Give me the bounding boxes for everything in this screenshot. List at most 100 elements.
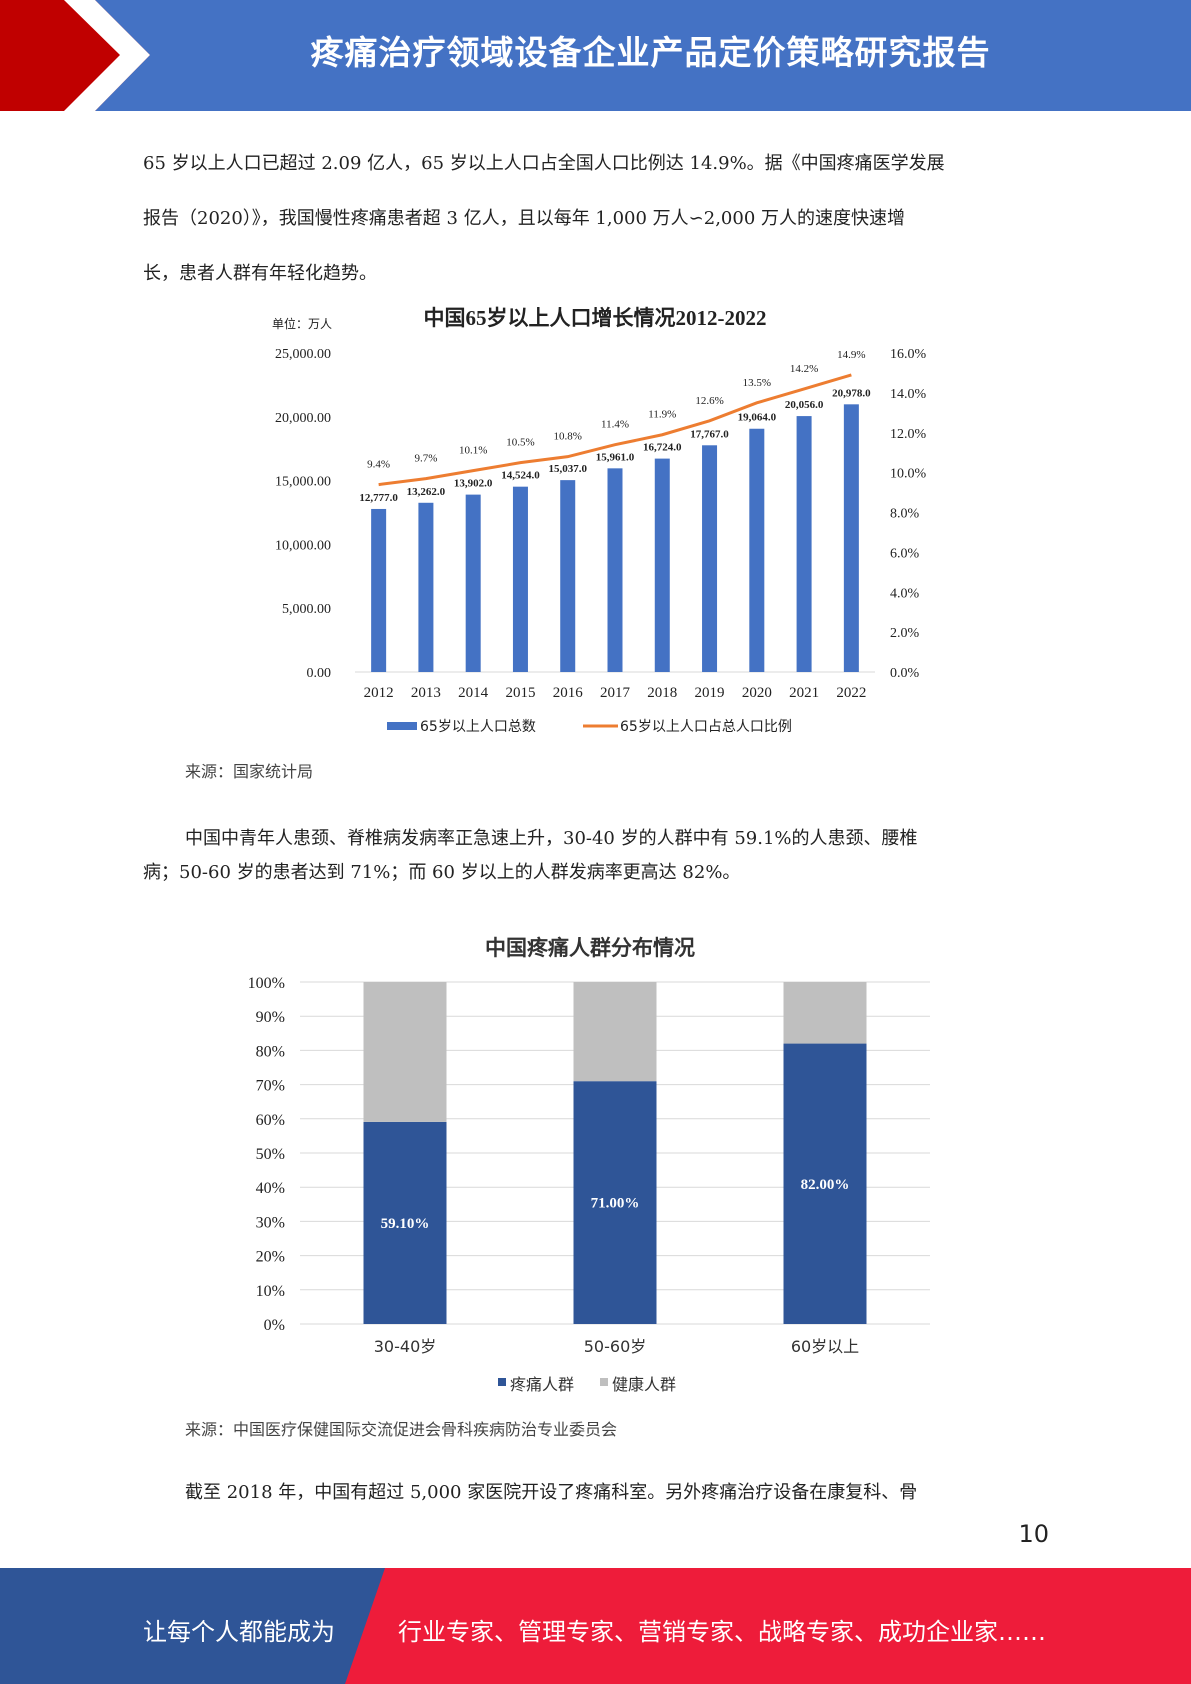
chart2-y-tick-label: 0%	[264, 1317, 285, 1334]
chart2-bar-label: 71.00%	[591, 1196, 640, 1212]
chart2-bar-healthy	[363, 982, 447, 1122]
chart2-x-tick-label: 50-60岁	[584, 1337, 647, 1356]
chart2-x-tick-label: 60岁以上	[791, 1337, 859, 1356]
chart1-bar	[418, 502, 434, 672]
chart1-y-tick-label: 10,000.00	[275, 538, 331, 553]
footer-slogan-right: 行业专家、管理专家、营销专家、战略专家、成功企业家……	[398, 1618, 1046, 1646]
chart1-x-tick-label: 2015	[505, 685, 535, 701]
chart1-bar-label: 20,056.0	[785, 399, 824, 411]
chart2-y-tick-label: 50%	[256, 1146, 285, 1163]
pain-distribution-chart: 中国疼痛人群分布情况 0% 10% 20% 30% 40% 50% 60% 70% 80% 90% 1…	[248, 936, 930, 1394]
chart2-y-tick-label: 60%	[256, 1112, 285, 1129]
chart1-y2-tick-label: 6.0%	[890, 546, 920, 561]
population-growth-chart: 中国65岁以上人口增长情况2012-2022 单位：万人 0.00 5,000.00 1…	[272, 306, 927, 735]
chart1-line-label: 14.9%	[837, 349, 865, 361]
chart1-x-tick-label: 2019	[695, 685, 725, 701]
chart1-y-tick-label: 15,000.00	[275, 475, 331, 490]
chart1-bar	[702, 445, 718, 672]
chart1-bar-label: 20,978.0	[832, 387, 871, 399]
paragraph-line: 65 岁以上人口已超过 2.09 亿人，65 岁以上人口占全国人口比例达 14.…	[143, 153, 945, 174]
chart1-line-label: 11.4%	[601, 419, 629, 431]
chart2-bar-pain	[783, 1043, 867, 1324]
chart2-x-tick-label: 30-40岁	[374, 1337, 437, 1356]
chart1-line-label: 9.4%	[367, 459, 390, 471]
chart2-legend-healthy-swatch	[600, 1378, 608, 1386]
chart1-y2-tick-label: 10.0%	[890, 467, 927, 482]
chart1-y2-tick-label: 16.0%	[890, 347, 927, 362]
chart1-line-label: 14.2%	[790, 363, 818, 375]
chart1-bar	[796, 416, 812, 672]
chart2-bar-pain	[573, 1081, 657, 1324]
chart1-x-tick-label: 2022	[836, 685, 866, 701]
chart1-title: 中国65岁以上人口增长情况2012-2022	[424, 306, 767, 330]
chart1-ratio-line	[378, 373, 852, 487]
chart1-bar-label: 16,724.0	[643, 442, 682, 454]
chart1-x-tick-label: 2016	[553, 685, 584, 701]
chart1-unit-label: 单位：万人	[272, 316, 332, 331]
paragraph-line: 病；50-60 岁的患者达到 71%；而 60 岁以上的人群发病率更高达 82%…	[143, 862, 741, 883]
chart1-line-label: 10.8%	[554, 431, 582, 443]
chart1-y2-tick-label: 8.0%	[890, 507, 920, 522]
chart1-x-tick-label: 2021	[789, 685, 819, 701]
chart1-bar-label: 13,262.0	[407, 486, 446, 498]
paragraph-hospitals: 截至 2018 年，中国有超过 5,000 家医院开设了疼痛科室。另外疼痛治疗设…	[185, 1482, 918, 1503]
chart2-legend-pain-label: 疼痛人群	[510, 1375, 574, 1394]
chart2-y-tick-label: 100%	[248, 975, 285, 992]
chart1-source: 来源：国家统计局	[185, 762, 314, 781]
paragraph-line: 中国中青年人患颈、脊椎病发病率正急速上升，30-40 岁的人群中有 59.1%的…	[185, 828, 918, 849]
chart2-y-tick-label: 20%	[256, 1249, 285, 1266]
chart2-y-tick-label: 10%	[256, 1283, 285, 1300]
paragraph-population: 65 岁以上人口已超过 2.09 亿人，65 岁以上人口占全国人口比例达 14.…	[143, 136, 1043, 301]
chart1-bar	[843, 404, 859, 672]
chart2-title: 中国疼痛人群分布情况	[485, 936, 695, 960]
paragraph-spine-disease: 中国中青年人患颈、脊椎病发病率正急速上升，30-40 岁的人群中有 59.1%的…	[143, 822, 1043, 890]
chart1-bar	[465, 494, 481, 672]
chart1-line-label: 10.5%	[506, 437, 534, 449]
chart1-x-tick-label: 2014	[458, 685, 489, 701]
chart2-y-tick-label: 70%	[256, 1078, 285, 1095]
chart1-bar	[371, 508, 387, 672]
paragraph-line: 报告（2020）》，我国慢性疼痛患者超 3 亿人，且以每年 1,000 万人∽2…	[143, 208, 906, 229]
chart1-bar-label: 12,777.0	[359, 492, 398, 504]
chart1-y-tick-label: 25,000.00	[275, 347, 331, 362]
chart1-y2-tick-label: 4.0%	[890, 586, 920, 601]
page-header: 疼痛治疗领域设备企业产品定价策略研究报告	[0, 0, 1191, 111]
chart1-bar	[749, 428, 765, 672]
chart1-line-label: 10.1%	[459, 445, 487, 457]
report-title: 疼痛治疗领域设备企业产品定价策略研究报告	[310, 33, 991, 72]
chart2-legend-healthy-label: 健康人群	[612, 1375, 676, 1394]
chart1-x-tick-label: 2013	[411, 685, 441, 701]
chart1-bar	[512, 486, 528, 672]
chart1-line-label: 12.6%	[695, 395, 723, 407]
chart1-bar	[560, 480, 576, 672]
chart2-y-tick-label: 90%	[256, 1009, 285, 1026]
chart2-y-tick-label: 30%	[256, 1214, 285, 1231]
chart1-y2-tick-label: 14.0%	[890, 387, 927, 402]
chart1-x-tick-label: 2020	[742, 685, 772, 701]
chart1-bar-label: 14,524.0	[501, 470, 540, 482]
chart2-bar-healthy	[573, 982, 657, 1082]
chart2-bar-healthy	[783, 982, 867, 1044]
paragraph-line: 长，患者人群有年轻化趋势。	[143, 263, 377, 284]
page-footer	[0, 1568, 1191, 1684]
chart1-line-label: 13.5%	[743, 377, 771, 389]
chart1-x-tick-label: 2018	[647, 685, 677, 701]
header-arrow-decoration	[0, 0, 150, 111]
chart2-bar-pain	[363, 1121, 447, 1324]
footer-slogan-left: 让每个人都能成为	[143, 1618, 335, 1646]
chart1-x-tick-label: 2012	[364, 685, 394, 701]
chart1-y-tick-label: 20,000.00	[275, 411, 331, 426]
chart1-y2-tick-label: 2.0%	[890, 626, 920, 641]
chart1-x-tick-label: 2017	[600, 685, 631, 701]
chart1-bar-label: 17,767.0	[690, 428, 729, 440]
chart1-bar-label: 13,902.0	[454, 478, 493, 490]
chart1-legend-bar-label: 65岁以上人口总数	[420, 719, 536, 735]
page-number: 10	[1018, 1520, 1049, 1548]
chart2-bar-label: 82.00%	[801, 1177, 850, 1193]
chart1-legend-bar-swatch	[387, 722, 417, 730]
chart1-bar-label: 19,064.0	[738, 412, 777, 424]
chart2-y-tick-label: 40%	[256, 1180, 285, 1197]
chart1-line-label: 9.7%	[414, 453, 437, 465]
chart1-line-label: 11.9%	[648, 409, 676, 421]
chart2-y-tick-label: 80%	[256, 1043, 285, 1060]
